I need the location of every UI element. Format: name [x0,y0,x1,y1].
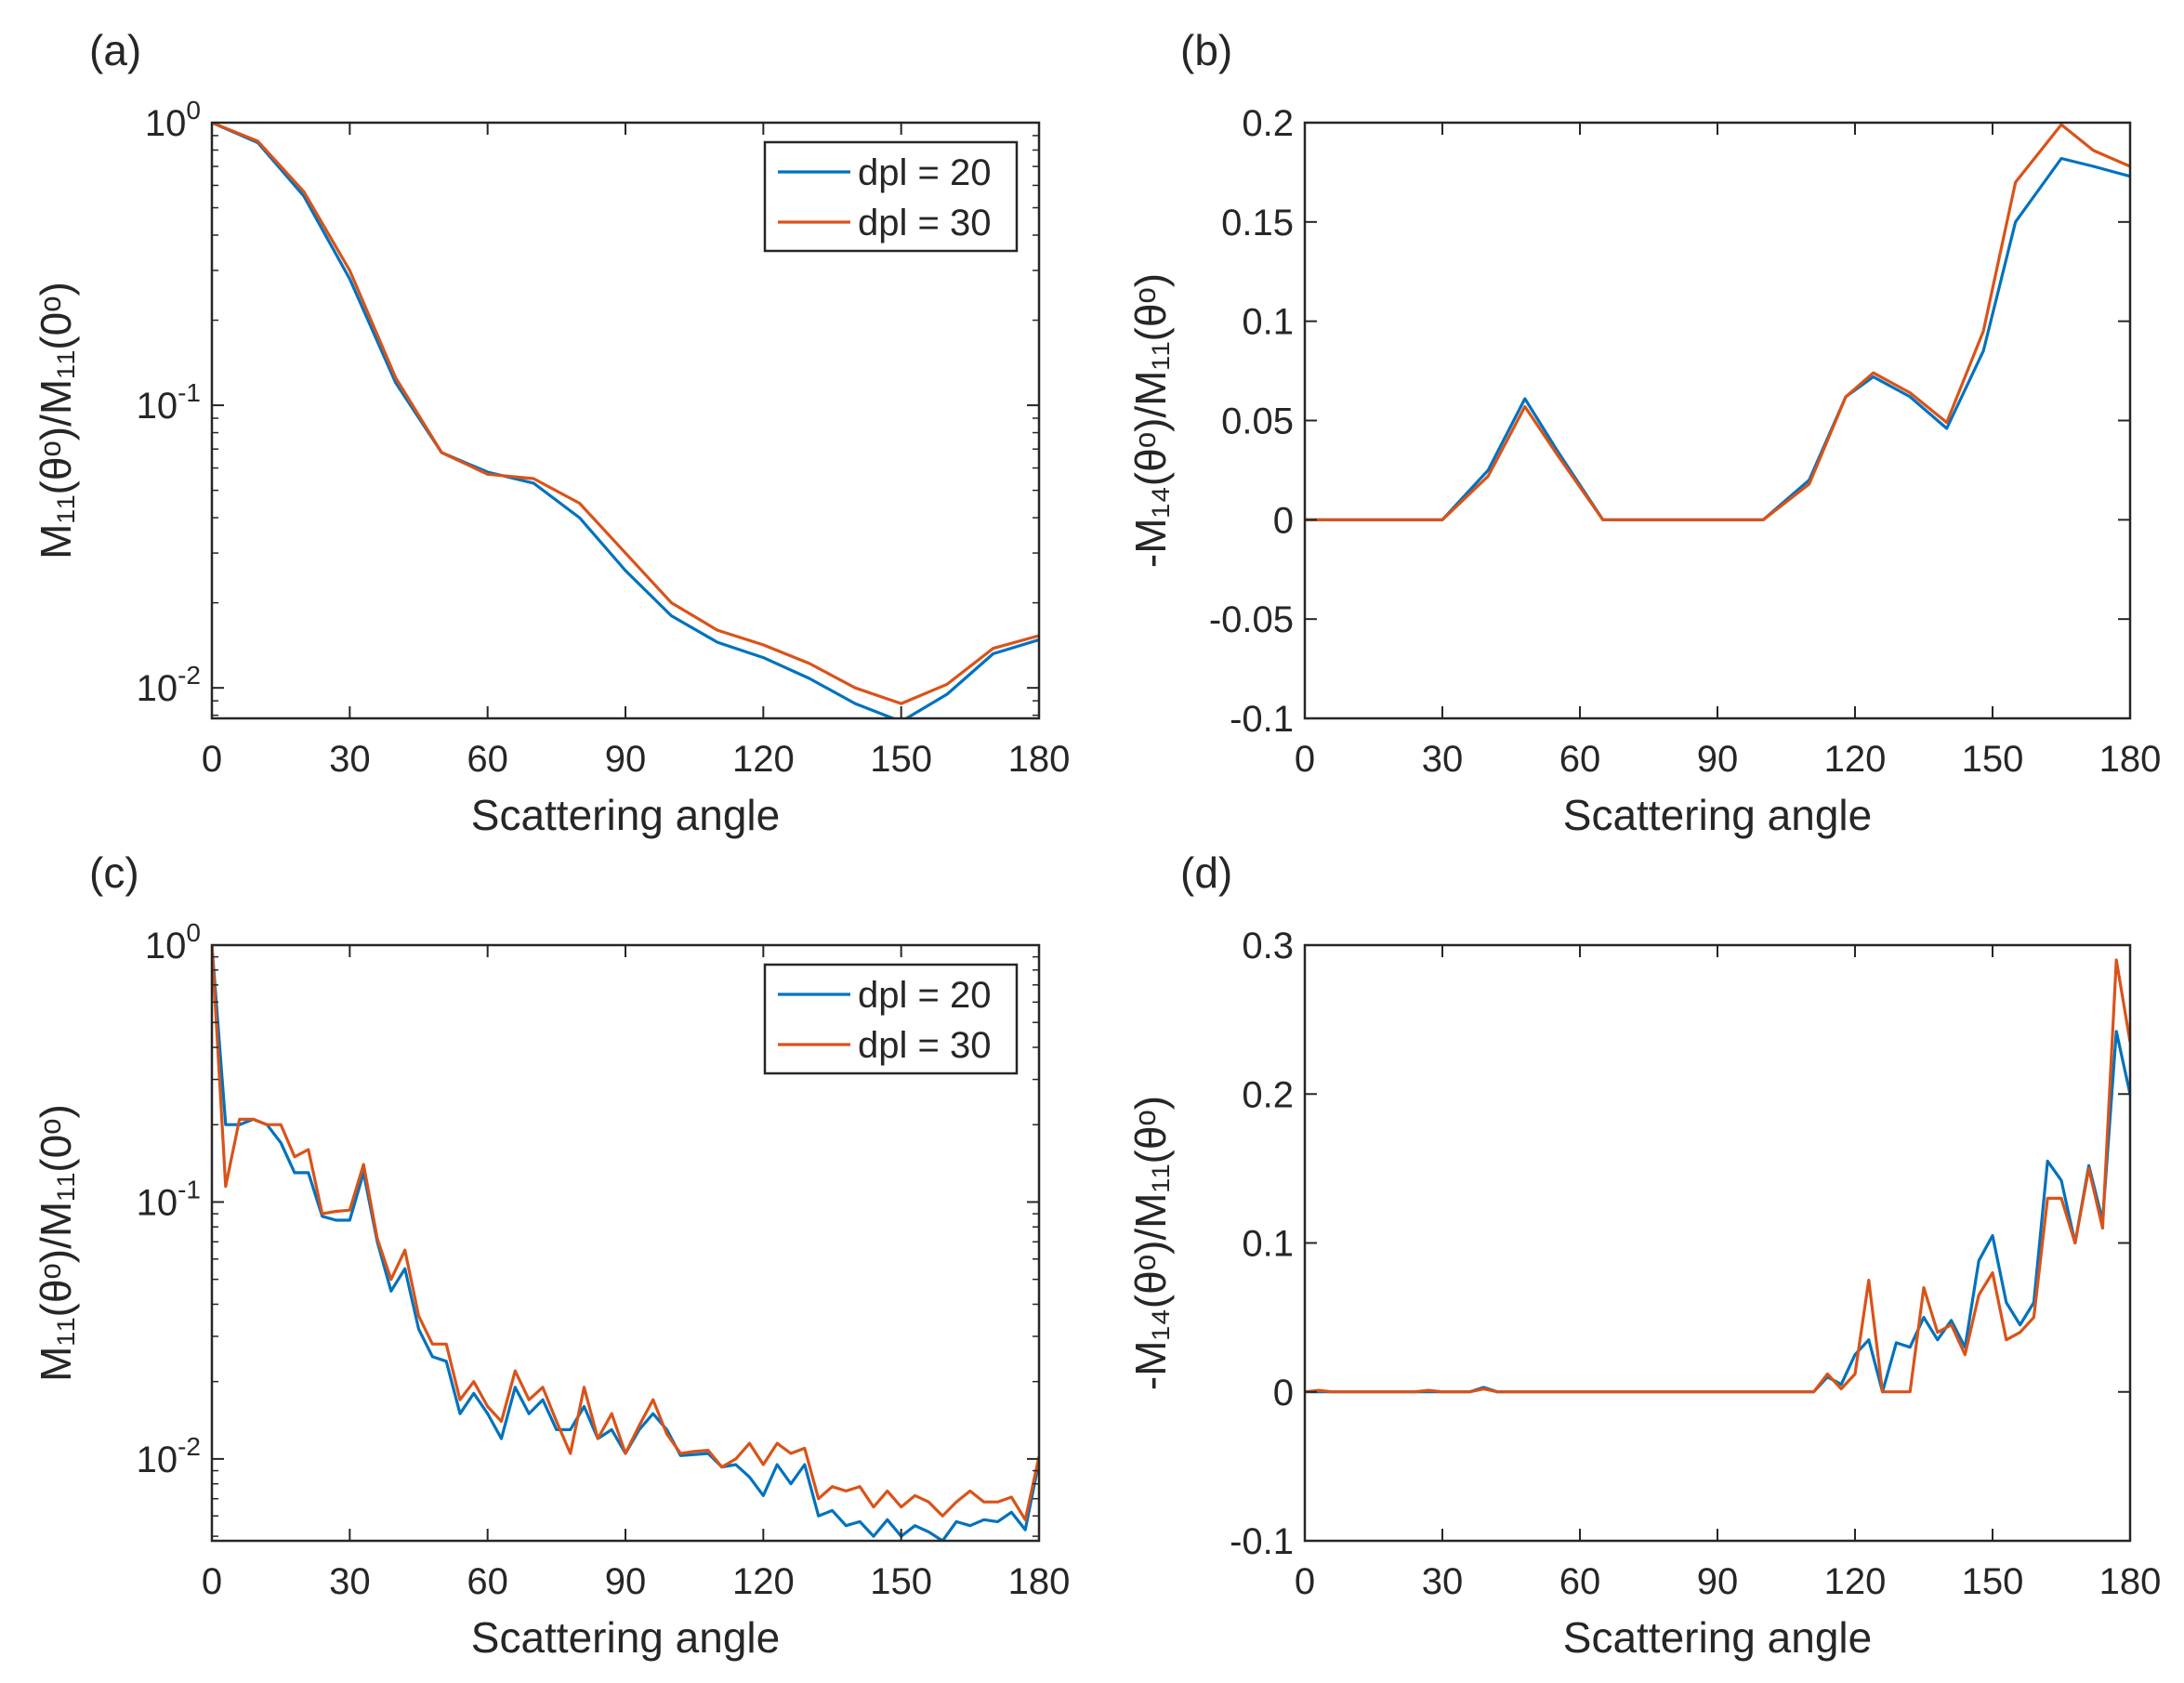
y-tick-label: 10-2 [137,1432,201,1480]
x-tick-label: 120 [1824,1561,1887,1602]
y-tick-exponent: 0 [186,96,201,125]
panel-label: (a) [89,26,141,74]
series-line-dpl20 [212,123,1039,718]
series-line-dpl20 [1305,156,2130,521]
y-axis-label: M₁₁(θᵒ)/M₁₁(0ᵒ) [32,1104,80,1382]
y-tick-label: 10-1 [137,378,201,427]
legend-box [763,963,1019,1075]
legend-box [763,140,1019,253]
x-axis-label: Scattering angle [1563,1613,1872,1662]
x-axis-label: Scattering angle [1563,791,1872,839]
y-tick-label: -0.1 [1230,699,1294,740]
series-line-dpl30 [212,123,1039,705]
series-line-dpl30 [1305,123,2130,521]
x-tick-label: 180 [2099,739,2162,780]
x-tick-label: 60 [1559,1561,1601,1602]
y-tick-exponent: 0 [186,918,201,947]
y-axis-label: M₁₁(θᵒ)/M₁₁(0ᵒ) [32,282,80,559]
y-tick-base: 10 [145,103,187,144]
y-tick-label: 0.2 [1242,1074,1294,1115]
x-tick-label: 150 [870,739,932,780]
y-tick-label: 100 [145,918,201,966]
y-tick-base: 10 [137,668,178,709]
x-tick-label: 180 [1008,739,1071,780]
y-tick-label: 0.3 [1242,926,1294,966]
x-tick-label: 60 [467,1561,508,1602]
y-tick-base: 10 [145,926,187,966]
y-axis-label: -M₁₄(θᵒ)/M₁₁(θᵒ) [1126,1096,1175,1390]
x-tick-label: 0 [1295,739,1315,780]
x-tick-label: 180 [1008,1561,1071,1602]
y-tick-label: -0.1 [1230,1521,1294,1562]
x-tick-label: 150 [1962,739,2024,780]
x-tick-label: 180 [2099,1561,2162,1602]
x-tick-label: 30 [1422,739,1464,780]
y-tick-label: 0.15 [1221,203,1294,243]
y-tick-label: 10-2 [137,661,201,709]
axes-box [1303,943,2132,1543]
series-line-dpl30 [212,945,1039,1521]
y-tick-base: 10 [137,1440,178,1480]
x-axis-label: Scattering angle [471,791,780,839]
legend-label: dpl = 20 [858,152,991,193]
x-tick-label: 120 [1824,739,1887,780]
x-tick-label: 60 [467,739,508,780]
x-tick-label: 0 [202,1561,222,1602]
y-tick-exponent: -2 [178,1432,201,1461]
x-tick-label: 90 [605,1561,647,1602]
panel-label: (d) [1180,848,1232,897]
legend-label: dpl = 30 [858,1025,991,1066]
legend: dpl = 20 dpl = 30 [763,963,1019,1075]
y-tick-exponent: -2 [178,661,201,690]
axes-box [1303,121,2132,720]
x-tick-label: 120 [732,739,795,780]
x-tick-label: 90 [605,739,647,780]
y-axis-label: -M₁₄(θᵒ)/M₁₁(θᵒ) [1126,273,1175,568]
x-tick-label: 30 [1422,1561,1464,1602]
y-tick-label: 100 [145,96,201,144]
legend-label: dpl = 20 [858,975,991,1016]
panel-b: (b) 0 30 60 90 120 150 180 Scattering angle -0.1 -… [1126,26,2161,839]
panel-label: (b) [1180,26,1232,74]
y-tick-base: 10 [137,1182,178,1223]
legend-label: dpl = 30 [858,203,991,243]
y-tick-exponent: -1 [178,1175,201,1203]
x-tick-label: 30 [329,1561,371,1602]
y-tick-label: 0 [1273,500,1294,541]
panel-label: (c) [89,848,139,897]
y-tick-label: 0.05 [1221,401,1294,442]
x-axis-label: Scattering angle [471,1613,780,1662]
x-tick-label: 150 [1962,1561,2024,1602]
x-tick-label: 90 [1697,739,1739,780]
y-tick-exponent: -1 [178,378,201,407]
y-tick-base: 10 [137,386,178,427]
x-tick-label: 60 [1559,739,1601,780]
x-tick-label: 0 [1295,1561,1315,1602]
legend: dpl = 20 dpl = 30 [763,140,1019,253]
y-tick-label: -0.05 [1209,599,1294,640]
y-tick-label: 0.1 [1242,1224,1294,1265]
x-tick-label: 150 [870,1561,932,1602]
x-tick-label: 0 [202,739,222,780]
x-tick-label: 90 [1697,1561,1739,1602]
series-line-dpl30 [1305,958,2130,1394]
y-tick-label: 0.1 [1242,302,1294,343]
y-tick-label: 0.2 [1242,103,1294,144]
x-tick-label: 120 [732,1561,795,1602]
x-tick-label: 30 [329,739,371,780]
y-tick-label: 0 [1273,1373,1294,1413]
y-tick-label: 10-1 [137,1175,201,1223]
